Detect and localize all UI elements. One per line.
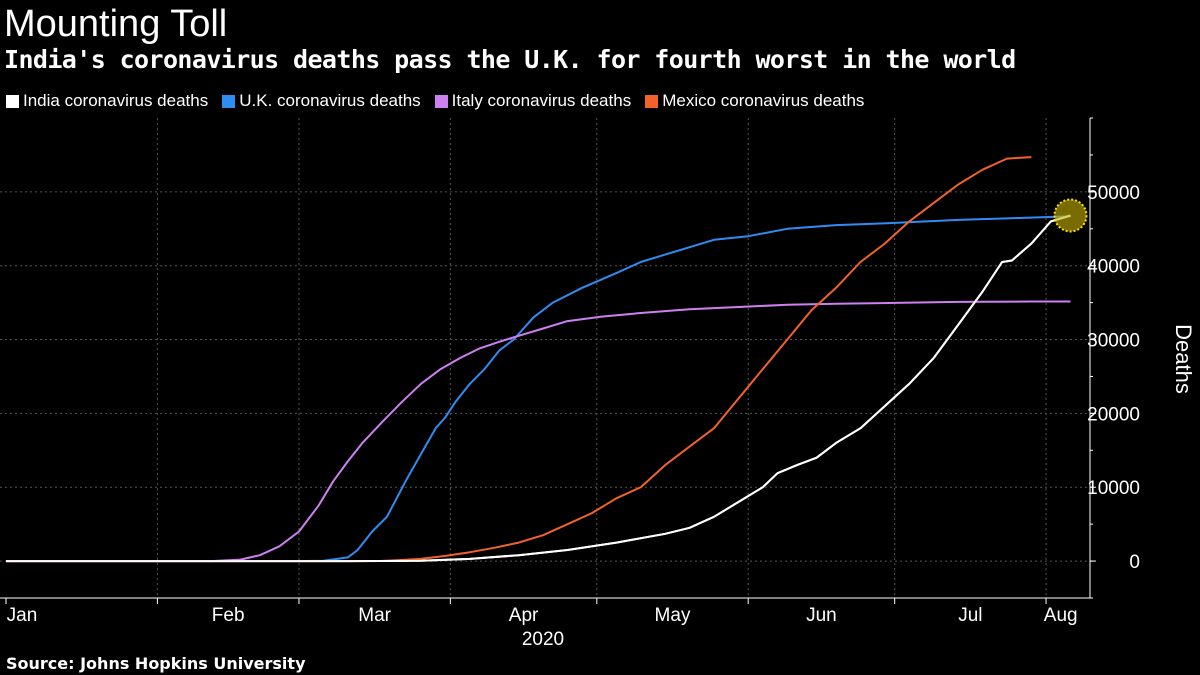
chart-title: Mounting Toll — [4, 3, 228, 45]
legend-label-india: India coronavirus deaths — [23, 91, 209, 110]
highlight-layer — [1053, 198, 1088, 233]
legend-label-italy: Italy coronavirus deaths — [451, 91, 632, 110]
legend-item-italy: Italy coronavirus deaths — [434, 90, 632, 112]
series-line-india-top — [6, 214, 1071, 563]
source-note: Source: Johns Hopkins University — [6, 654, 306, 673]
x-tick-label: Mar — [358, 605, 391, 626]
y-tick-label: 10000 — [1087, 478, 1140, 499]
series-line-uk — [6, 215, 1071, 563]
y-tick-label: 30000 — [1087, 331, 1140, 352]
series-line-italy — [6, 300, 1071, 563]
x-tick-label: Jun — [806, 605, 837, 626]
x-tick-label: May — [655, 605, 691, 626]
y-tick-label: 40000 — [1087, 257, 1140, 278]
legend-swatch-mexico — [645, 94, 659, 108]
legend: India coronavirus deaths U.K. coronaviru… — [6, 90, 864, 112]
highlight-marker — [1053, 198, 1088, 233]
chart-subtitle: India's coronavirus deaths pass the U.K.… — [4, 45, 1016, 74]
legend-label-uk: U.K. coronavirus deaths — [239, 91, 421, 110]
legend-item-mexico: Mexico coronavirus deaths — [645, 90, 864, 112]
y-tick-label: 20000 — [1087, 404, 1140, 425]
series-line-mexico — [6, 156, 1032, 563]
legend-item-india: India coronavirus deaths — [6, 90, 208, 112]
legend-item-uk: U.K. coronavirus deaths — [222, 90, 421, 112]
x-tick-label: Apr — [509, 605, 539, 626]
series-line-india — [6, 214, 1071, 563]
x-tick-label: Aug — [1044, 605, 1078, 626]
grid — [0, 118, 1090, 598]
x-tick-label: Jan — [7, 605, 38, 626]
x-axis-title: 2020 — [522, 629, 564, 650]
y-tick-label: 0 — [1129, 552, 1140, 573]
axes: 0 10000 20000 30000 40000 50000 Jan Feb Mar Apr Ma… — [0, 117, 1140, 626]
x-tick-label: Feb — [212, 605, 245, 626]
series-lines — [6, 156, 1071, 563]
legend-swatch-india — [6, 94, 19, 108]
legend-swatch-uk — [222, 94, 236, 108]
x-tick-label: Jul — [958, 605, 982, 626]
legend-swatch-italy — [434, 94, 448, 108]
y-tick-label: 50000 — [1087, 183, 1140, 204]
y-axis-title: Deaths — [1171, 324, 1196, 394]
legend-label-mexico: Mexico coronavirus deaths — [662, 91, 865, 110]
